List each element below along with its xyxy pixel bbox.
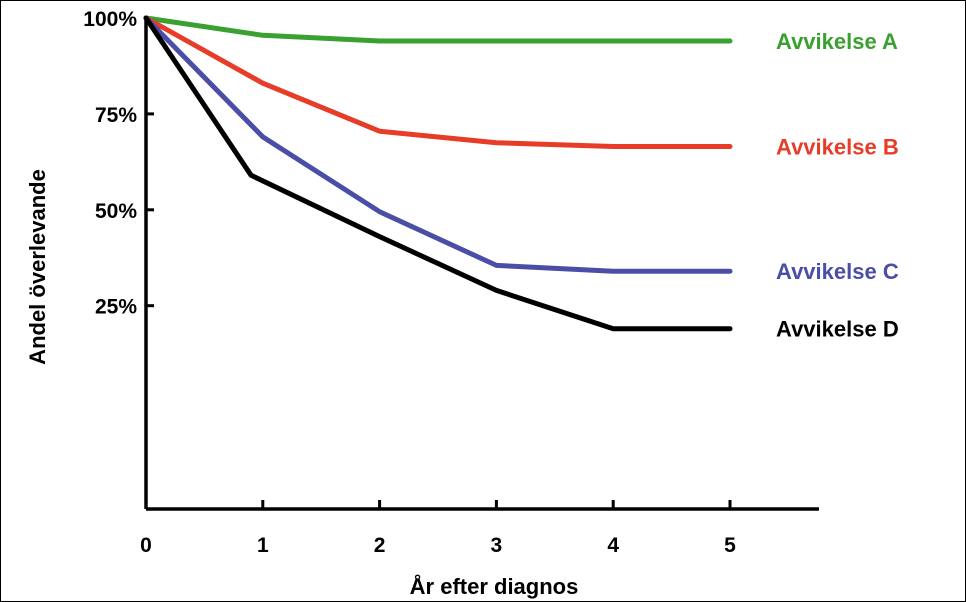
series-line	[143, 15, 733, 149]
y-tick-label: 50%	[95, 200, 137, 223]
series-line	[143, 15, 733, 332]
x-axis-title: År efter diagnos	[410, 573, 579, 599]
x-tick-label: 0	[140, 534, 152, 557]
x-tick-label: 1	[257, 534, 269, 557]
series-lines	[143, 15, 733, 332]
series-label: Avvikelse B	[776, 135, 899, 160]
y-tick-label: 100%	[83, 8, 137, 31]
x-tick-label: 2	[374, 534, 386, 557]
y-tick-label: 25%	[95, 296, 137, 319]
series-label: Avvikelse C	[776, 259, 899, 284]
series-line	[143, 15, 733, 274]
y-tick-label: 75%	[95, 104, 137, 127]
series-labels: Avvikelse A Avvikelse B Avvikelse C Avvikel…	[776, 29, 899, 342]
x-tick-label: 3	[491, 534, 503, 557]
axes	[144, 18, 819, 511]
series-label: Avvikelse A	[776, 29, 898, 54]
y-axis-title: Andel överlevande	[25, 169, 50, 365]
series-label: Avvikelse D	[776, 317, 899, 342]
x-tick-label: 4	[607, 534, 619, 557]
x-tick-label: 5	[724, 534, 736, 557]
ticks: 0 1 2 3 4 5 100% 75% 50% 25%	[83, 8, 736, 557]
series-line	[143, 15, 733, 44]
